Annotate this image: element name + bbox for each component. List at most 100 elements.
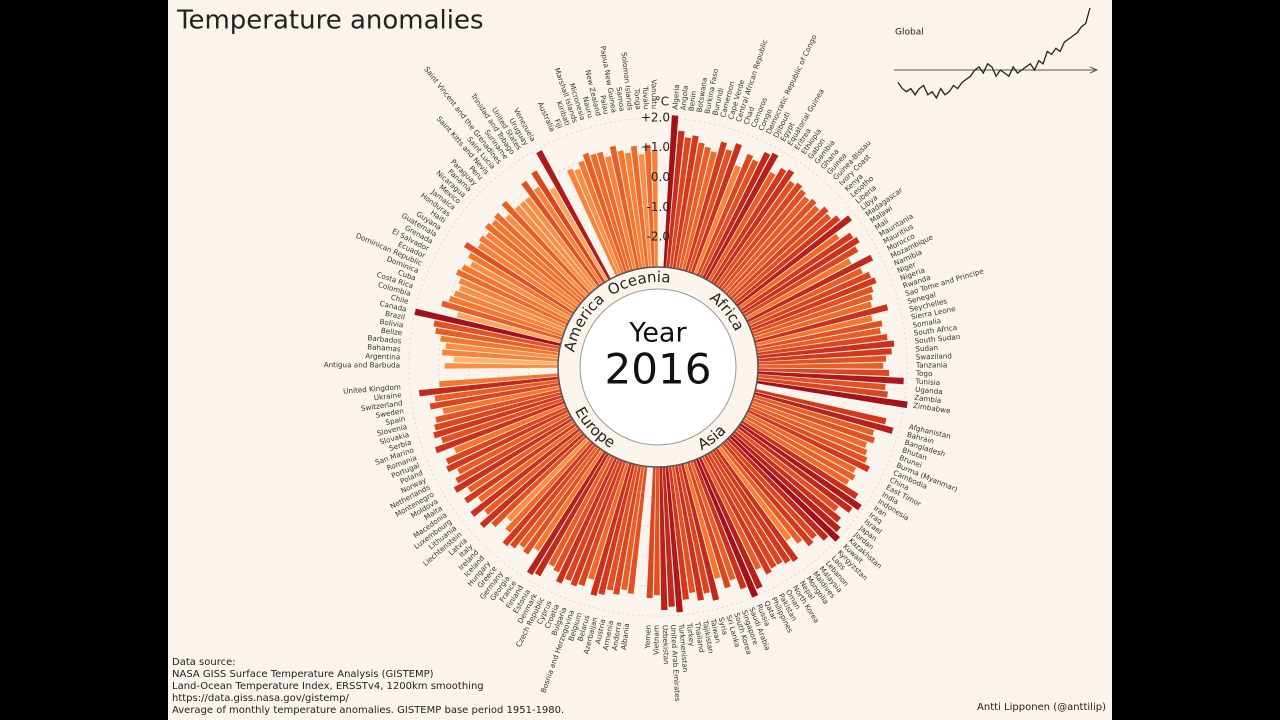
bar — [753, 394, 875, 436]
country-label: Algeria — [671, 84, 682, 110]
bar — [696, 153, 754, 276]
country-label: Tunisia — [914, 377, 940, 387]
bar — [752, 293, 873, 338]
bar — [698, 457, 763, 590]
bar — [725, 198, 817, 296]
bar — [737, 425, 853, 513]
bar — [749, 271, 872, 329]
bar — [686, 461, 731, 589]
country-label: Barbados — [367, 333, 402, 345]
bar — [756, 327, 881, 353]
bar — [464, 423, 577, 504]
bar — [659, 466, 668, 611]
bar — [675, 142, 705, 270]
bar — [491, 219, 584, 302]
bar — [727, 205, 820, 298]
country-label: Albania — [619, 623, 631, 651]
bar — [646, 466, 656, 599]
country-label: Bolivia — [379, 317, 404, 330]
bar — [456, 312, 562, 344]
y-tick-label: +1.0 — [641, 140, 670, 154]
country-label: Sudan — [915, 343, 938, 354]
bar — [712, 449, 791, 564]
bar — [627, 466, 648, 594]
bar — [574, 168, 622, 276]
bar — [578, 160, 625, 274]
bar — [609, 145, 640, 270]
bar — [662, 466, 675, 607]
bar — [524, 196, 598, 289]
bar — [445, 406, 568, 465]
bar — [723, 196, 810, 293]
country-label: Turkmenistan — [677, 623, 690, 673]
country-label: Yemen — [643, 625, 653, 650]
bar — [683, 462, 721, 579]
country-label: Swaziland — [916, 351, 952, 361]
bar — [455, 415, 572, 484]
bar — [665, 466, 683, 613]
bar — [458, 278, 567, 329]
country-label: Syria — [717, 616, 730, 636]
bar — [739, 423, 862, 511]
bar — [690, 143, 742, 274]
chart-title: Temperature anomalies — [176, 6, 484, 36]
credit: Antti Lipponen (@anttilip) — [977, 702, 1106, 713]
country-label: Brazil — [384, 309, 405, 322]
bar — [745, 412, 857, 473]
bar — [756, 380, 908, 409]
country-label: Bahamas — [367, 342, 401, 353]
country-label: Tuvalu — [641, 85, 651, 109]
bar — [467, 252, 573, 318]
bar — [463, 241, 575, 315]
country-label: Fiji — [553, 118, 565, 130]
bar — [751, 400, 868, 448]
bar — [477, 242, 577, 312]
center-label: Year — [628, 318, 687, 349]
bar — [701, 455, 762, 570]
bar — [523, 447, 602, 555]
country-label: Uganda — [915, 385, 943, 396]
bar — [734, 215, 841, 305]
source-note: NASA GISS Surface Temperature Analysis (… — [172, 669, 434, 680]
bar — [692, 459, 747, 590]
bar — [414, 308, 561, 347]
bar — [630, 145, 649, 268]
bar — [606, 464, 639, 591]
bar — [727, 437, 829, 541]
country-label: Tanzania — [915, 360, 947, 369]
bar — [741, 420, 859, 500]
bar — [754, 391, 894, 434]
bar — [446, 409, 569, 473]
bar — [729, 206, 829, 300]
bar — [510, 443, 597, 549]
bar — [477, 425, 579, 503]
bar — [702, 151, 771, 279]
bar — [506, 437, 589, 522]
bar — [668, 466, 690, 600]
bar — [680, 463, 720, 601]
bar — [566, 168, 619, 277]
bar — [467, 420, 575, 493]
bar — [555, 457, 618, 584]
bar — [531, 170, 606, 284]
bar — [433, 320, 561, 350]
bars — [414, 115, 908, 613]
bar — [433, 394, 563, 439]
source-note: Data source: — [172, 657, 236, 668]
bar — [709, 451, 783, 565]
bar — [707, 452, 777, 569]
bar — [458, 285, 566, 332]
bar — [565, 458, 621, 582]
bar — [453, 290, 565, 335]
bar — [457, 412, 571, 475]
bar — [744, 415, 856, 481]
bar — [534, 449, 604, 552]
bar — [653, 466, 660, 596]
bar — [453, 417, 574, 493]
bar — [491, 435, 587, 528]
bar — [505, 439, 592, 533]
bar — [756, 334, 888, 356]
bar — [533, 186, 603, 286]
bar — [666, 130, 685, 268]
